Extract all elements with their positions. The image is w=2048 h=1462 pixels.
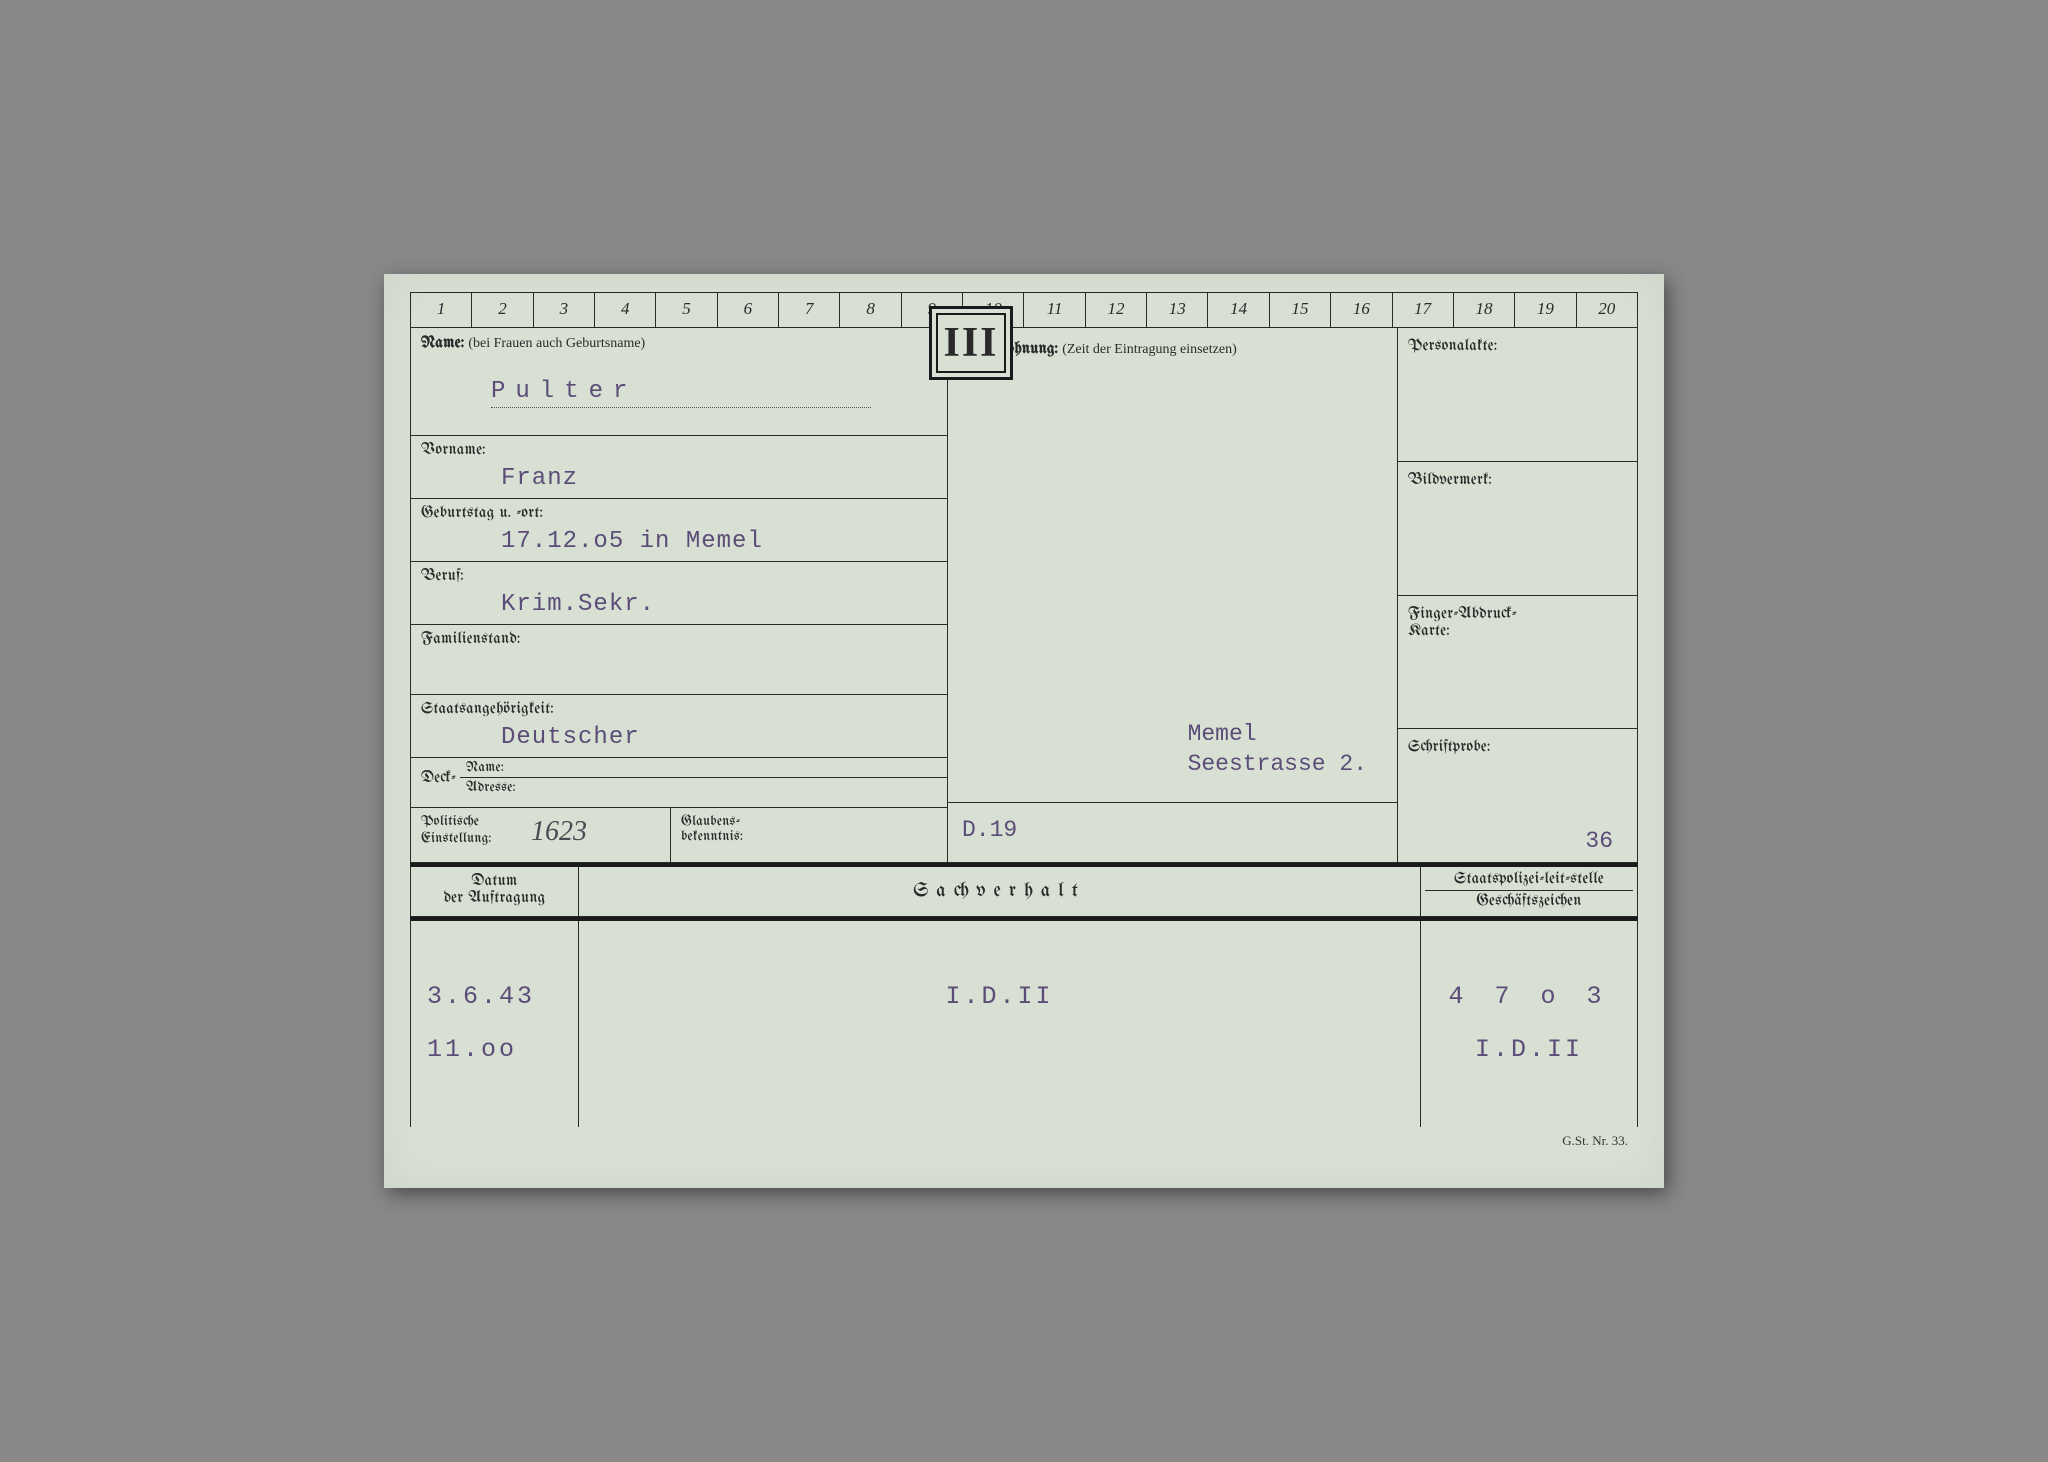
vorname-value: Franz [421,459,937,494]
geburt-value: 17.12.o5 in Memel [421,522,937,557]
geburt-field: Geburtstag u. -ort: 17.12.o5 in Memel [411,499,947,562]
date-entry-1: 3.6.43 [427,971,562,1024]
ruler-tick: 19 [1514,292,1575,327]
name-hint: (bei Frauen auch Geburtsname) [468,336,645,351]
ruler-tick: 2 [471,292,532,327]
ruler-tick: 5 [655,292,716,327]
vorname-field: Vorname: Franz [411,436,947,499]
ruler-tick: 17 [1392,292,1453,327]
name-label: Name: [421,335,464,352]
ruler-tick: 15 [1269,292,1330,327]
datum-cell: 3.6.43 11.oo [411,921,579,1127]
ruler: 1 2 3 4 5 6 7 8 9 10 11 12 13 14 15 16 1… [410,292,1638,328]
ruler-tick: 20 [1576,292,1638,327]
beruf-value: Krim.Sekr. [421,585,937,620]
footer-form-number: G.St. Nr. 33. [410,1127,1638,1149]
beruf-label: Beruf: [421,568,937,585]
geburt-label: Geburtstag u. -ort: [421,505,937,522]
ruler-tick: 16 [1330,292,1391,327]
schriftprobe-field: Schriftprobe: 36 [1398,729,1637,862]
address-line2: Seestrasse 2. [1188,750,1367,780]
bildvermerk-label: Bildvermerk: [1408,472,1627,489]
address-block: Memel Seestrasse 2. [1188,720,1367,780]
ref-entry-1: 4 7 o 3 [1437,971,1621,1024]
name-value: Pulter [491,352,871,408]
personalakte-field: Personalakte: [1398,328,1637,462]
vorname-label: Vorname: [421,442,937,459]
finger-label-2: Karte: [1408,623,1627,640]
familienstand-field: Familienstand: [411,625,947,695]
ruler-tick: 3 [533,292,594,327]
polit-label-2: Einstellung: [421,831,492,846]
sachverhalt-header: Sachverhalt [579,867,1421,916]
staat-label: Staatsangehörigkeit: [421,701,937,718]
left-column: Name: (bei Frauen auch Geburtsname) Pult… [411,328,947,862]
ruler-tick: 8 [839,292,900,327]
sach-entry-1: I.D.II [595,971,1404,1024]
deck-adresse-label: Adresse: [460,778,947,797]
wohnung-hint: (Zeit der Eintragung einsetzen) [1062,342,1237,357]
ref-entry-2: I.D.II [1437,1024,1621,1077]
ruler-tick: 1 [410,292,471,327]
deck-label: Deck- [411,758,460,807]
polit-value: 1623 [531,816,587,848]
ruler-tick: 12 [1085,292,1146,327]
date-entry-2: 11.oo [427,1024,562,1077]
beruf-field: Beruf: Krim.Sekr. [411,562,947,625]
finger-field: Finger-Abdruck- Karte: [1398,596,1637,730]
ruler-tick: 14 [1207,292,1268,327]
glaubens-label-2: bekenntnis: [681,829,937,844]
familien-value [421,648,937,656]
datum-header-2: der Auftragung [415,890,574,907]
mid-bottom-code: D.19 [948,802,1397,856]
ruler-tick: 13 [1146,292,1207,327]
ruler-tick: 6 [717,292,778,327]
finger-label-1: Finger-Abdruck- [1408,606,1627,623]
upper-section: Name: (bei Frauen auch Geburtsname) Pult… [410,328,1638,863]
name-field: Name: (bei Frauen auch Geburtsname) Pult… [411,328,947,436]
ref-header: Staatspolizei-leit-stelle Geschäftszeich… [1421,867,1637,916]
familien-label: Familienstand: [421,631,937,648]
schriftprobe-label: Schriftprobe: [1408,739,1627,756]
personalakte-label: Personalakte: [1408,338,1627,355]
polit-glaubens-row: Politische Einstellung: 1623 Glaubens- b… [411,808,947,862]
middle-column: Wohnung: (Zeit der Eintragung einsetzen)… [947,328,1397,862]
ref-header-1: Staatspolizei-leit-stelle [1425,871,1633,891]
roman-numeral: III [936,313,1006,373]
ref-cell: 4 7 o 3 I.D.II [1421,921,1637,1127]
deck-field: Deck- Name: Adresse: [411,758,947,808]
schriftprobe-value: 36 [1585,828,1613,854]
address-line1: Memel [1188,720,1367,750]
datum-header-1: Datum [415,873,574,890]
datum-header: Datum der Auftragung [411,867,579,916]
ref-header-2: Geschäftszeichen [1425,893,1633,910]
bildvermerk-field: Bildvermerk: [1398,462,1637,596]
ruler-tick: 7 [778,292,839,327]
ruler-tick: 4 [594,292,655,327]
ruler-tick: 11 [1023,292,1084,327]
ruler-tick: 18 [1453,292,1514,327]
sachverhalt-cell: I.D.II [579,921,1421,1127]
deck-name-label: Name: [460,758,947,778]
lower-body-row: 3.6.43 11.oo I.D.II 4 7 o 3 I.D.II [410,917,1638,1127]
roman-numeral-box: III [929,306,1013,380]
index-card: 1 2 3 4 5 6 7 8 9 10 11 12 13 14 15 16 1… [384,274,1664,1188]
staat-field: Staatsangehörigkeit: Deutscher [411,695,947,758]
staat-value: Deutscher [421,718,937,753]
lower-header-row: Datum der Auftragung Sachverhalt Staatsp… [410,863,1638,917]
glaubens-label-1: Glaubens- [681,814,937,829]
right-column: Personalakte: Bildvermerk: Finger-Abdruc… [1397,328,1637,862]
